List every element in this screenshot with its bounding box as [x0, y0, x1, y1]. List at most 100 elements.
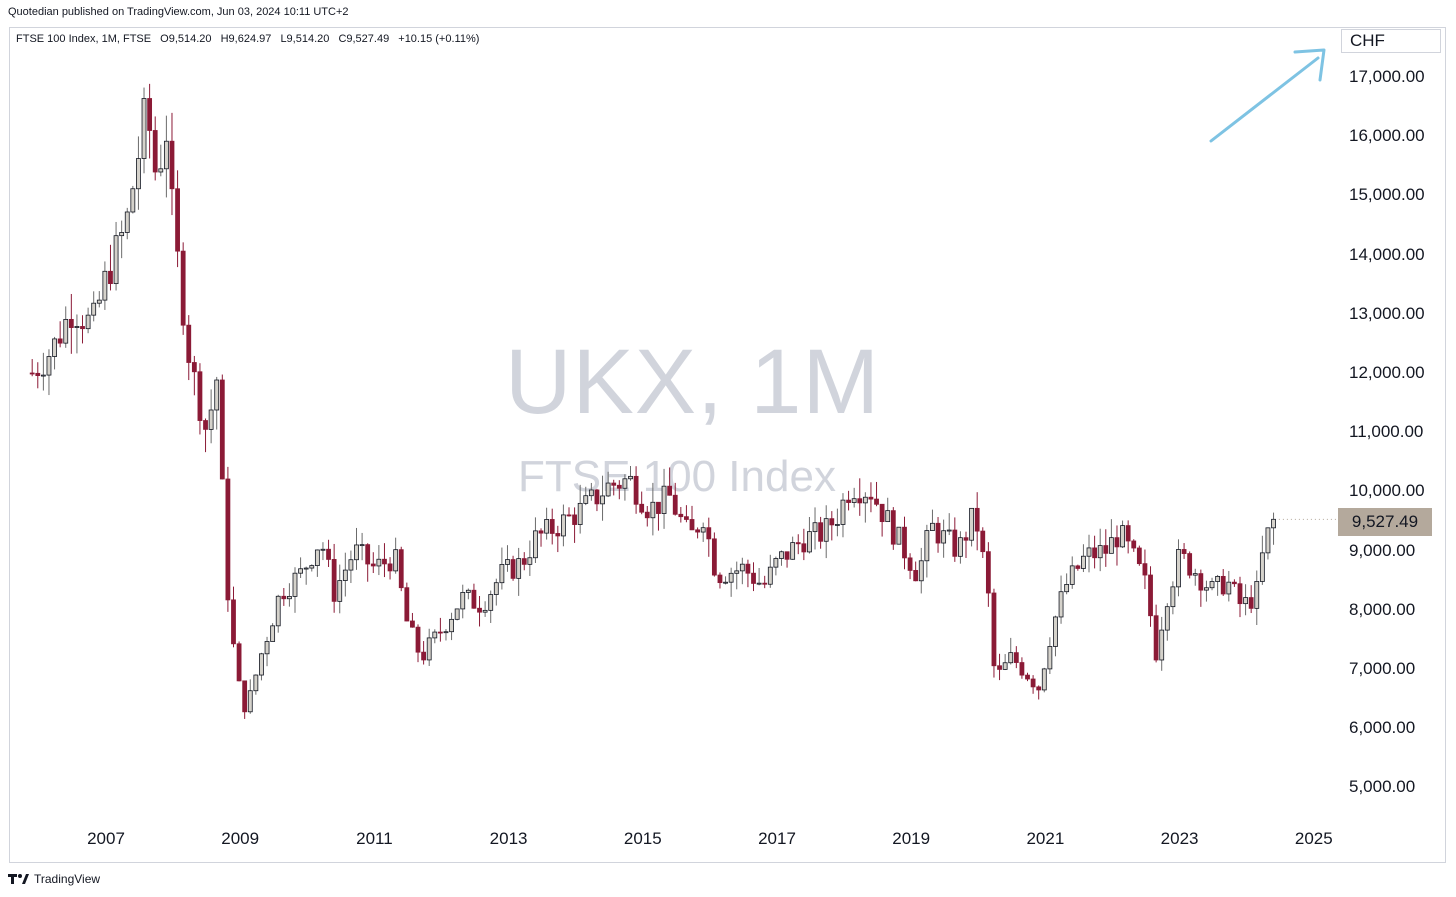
candle-up [1058, 591, 1064, 618]
candle-up [359, 544, 365, 547]
candle-up [337, 580, 343, 602]
candle-down [963, 537, 969, 541]
candle-down [281, 595, 287, 600]
candle-down [952, 529, 958, 557]
candle-up [946, 529, 952, 532]
candle-down [370, 563, 376, 567]
candle-down [902, 526, 907, 559]
currency-selector[interactable]: CHF [1341, 29, 1441, 53]
candle-down [152, 130, 158, 173]
candle-down [711, 538, 717, 576]
candle-up [342, 569, 348, 581]
candle-down [997, 665, 1002, 670]
tradingview-logo-icon [8, 874, 29, 884]
candle-down [555, 533, 561, 537]
candle-up [605, 482, 611, 497]
candle-down [236, 643, 242, 682]
candle-up [779, 551, 784, 559]
candle-down [175, 188, 180, 252]
candle-up [1002, 662, 1008, 670]
candle-down [57, 338, 63, 344]
candle-down [1231, 581, 1237, 585]
candle-down [382, 558, 387, 565]
candle-up [1265, 527, 1271, 554]
candle-up [1120, 525, 1125, 548]
candle-down [1075, 565, 1081, 569]
candle-up [628, 475, 633, 480]
candle-down [180, 250, 186, 326]
candle-up [1259, 552, 1265, 582]
candle-up [96, 299, 102, 304]
candle-up [661, 485, 667, 514]
watermark-description: FTSE 100 Index [518, 452, 836, 501]
candle-up [1086, 547, 1092, 557]
y-tick-label: 6,000.00 [1349, 718, 1416, 738]
candle-up [465, 589, 471, 593]
candle-down [801, 543, 807, 553]
candle-up [376, 558, 382, 567]
chart-panel[interactable] [9, 27, 1446, 863]
candle-down [1148, 574, 1153, 617]
legend-open: O9,514.20 [160, 33, 212, 45]
x-tick-label: 2023 [1160, 829, 1199, 848]
candle-down [706, 527, 712, 540]
candle-down [1131, 540, 1137, 549]
candle-down [219, 379, 225, 480]
candle-up [298, 568, 303, 574]
y-tick-label: 5,000.00 [1349, 777, 1416, 797]
candle-down [1136, 547, 1142, 565]
candle-up [393, 549, 399, 572]
candle-down [510, 559, 516, 579]
candle-up [577, 502, 583, 525]
candle-up [91, 302, 97, 316]
candle-up [790, 542, 796, 560]
candle-down [1013, 652, 1019, 663]
candle-up [756, 582, 762, 585]
candle-down [521, 558, 527, 565]
y-tick-label: 10,000.00 [1349, 481, 1425, 501]
candle-up [1108, 537, 1114, 554]
candle-up [862, 496, 868, 504]
candle-down [874, 498, 879, 505]
candle-down [985, 551, 991, 594]
candle-up [930, 522, 935, 531]
candle-up [141, 98, 147, 159]
legend-change: +10.15 (+0.11%) [398, 33, 480, 45]
candle-up [773, 558, 779, 568]
candle-up [499, 564, 505, 584]
candle-down [326, 548, 331, 560]
candle-down [1030, 678, 1036, 688]
candle-down [186, 324, 192, 363]
candle-up [113, 235, 119, 285]
candle-down [656, 501, 661, 514]
last-price-tag: 9,527.49 [1338, 508, 1432, 536]
candle-down [689, 519, 695, 531]
candle-up [214, 379, 220, 411]
x-tick-label: 2007 [87, 829, 125, 848]
candle-up [1041, 668, 1047, 691]
candle-up [493, 582, 499, 595]
candle-up [40, 374, 46, 377]
x-tick-label: 2017 [758, 829, 796, 848]
candle-down [1220, 575, 1226, 595]
x-tick-label: 2025 [1294, 829, 1333, 848]
candle-down [672, 494, 678, 515]
candle-down [1103, 545, 1109, 554]
candle-down [762, 582, 768, 585]
candle-down [667, 485, 673, 496]
candle-up [840, 499, 846, 525]
candle-up [1204, 587, 1209, 591]
candle-down [471, 589, 477, 609]
candle-down [421, 651, 427, 661]
candle-up [432, 631, 438, 639]
candle-down [594, 489, 600, 505]
candle-down [1125, 525, 1131, 542]
y-tick-label: 17,000.00 [1349, 67, 1425, 86]
candle-up [488, 594, 494, 611]
candle-up [1170, 586, 1176, 608]
ohlc-legend: FTSE 100 Index, 1M, FTSE O9,514.20 H9,62… [16, 33, 485, 45]
candle-up [309, 565, 315, 569]
candle-up [247, 690, 253, 713]
candle-up [253, 674, 259, 692]
